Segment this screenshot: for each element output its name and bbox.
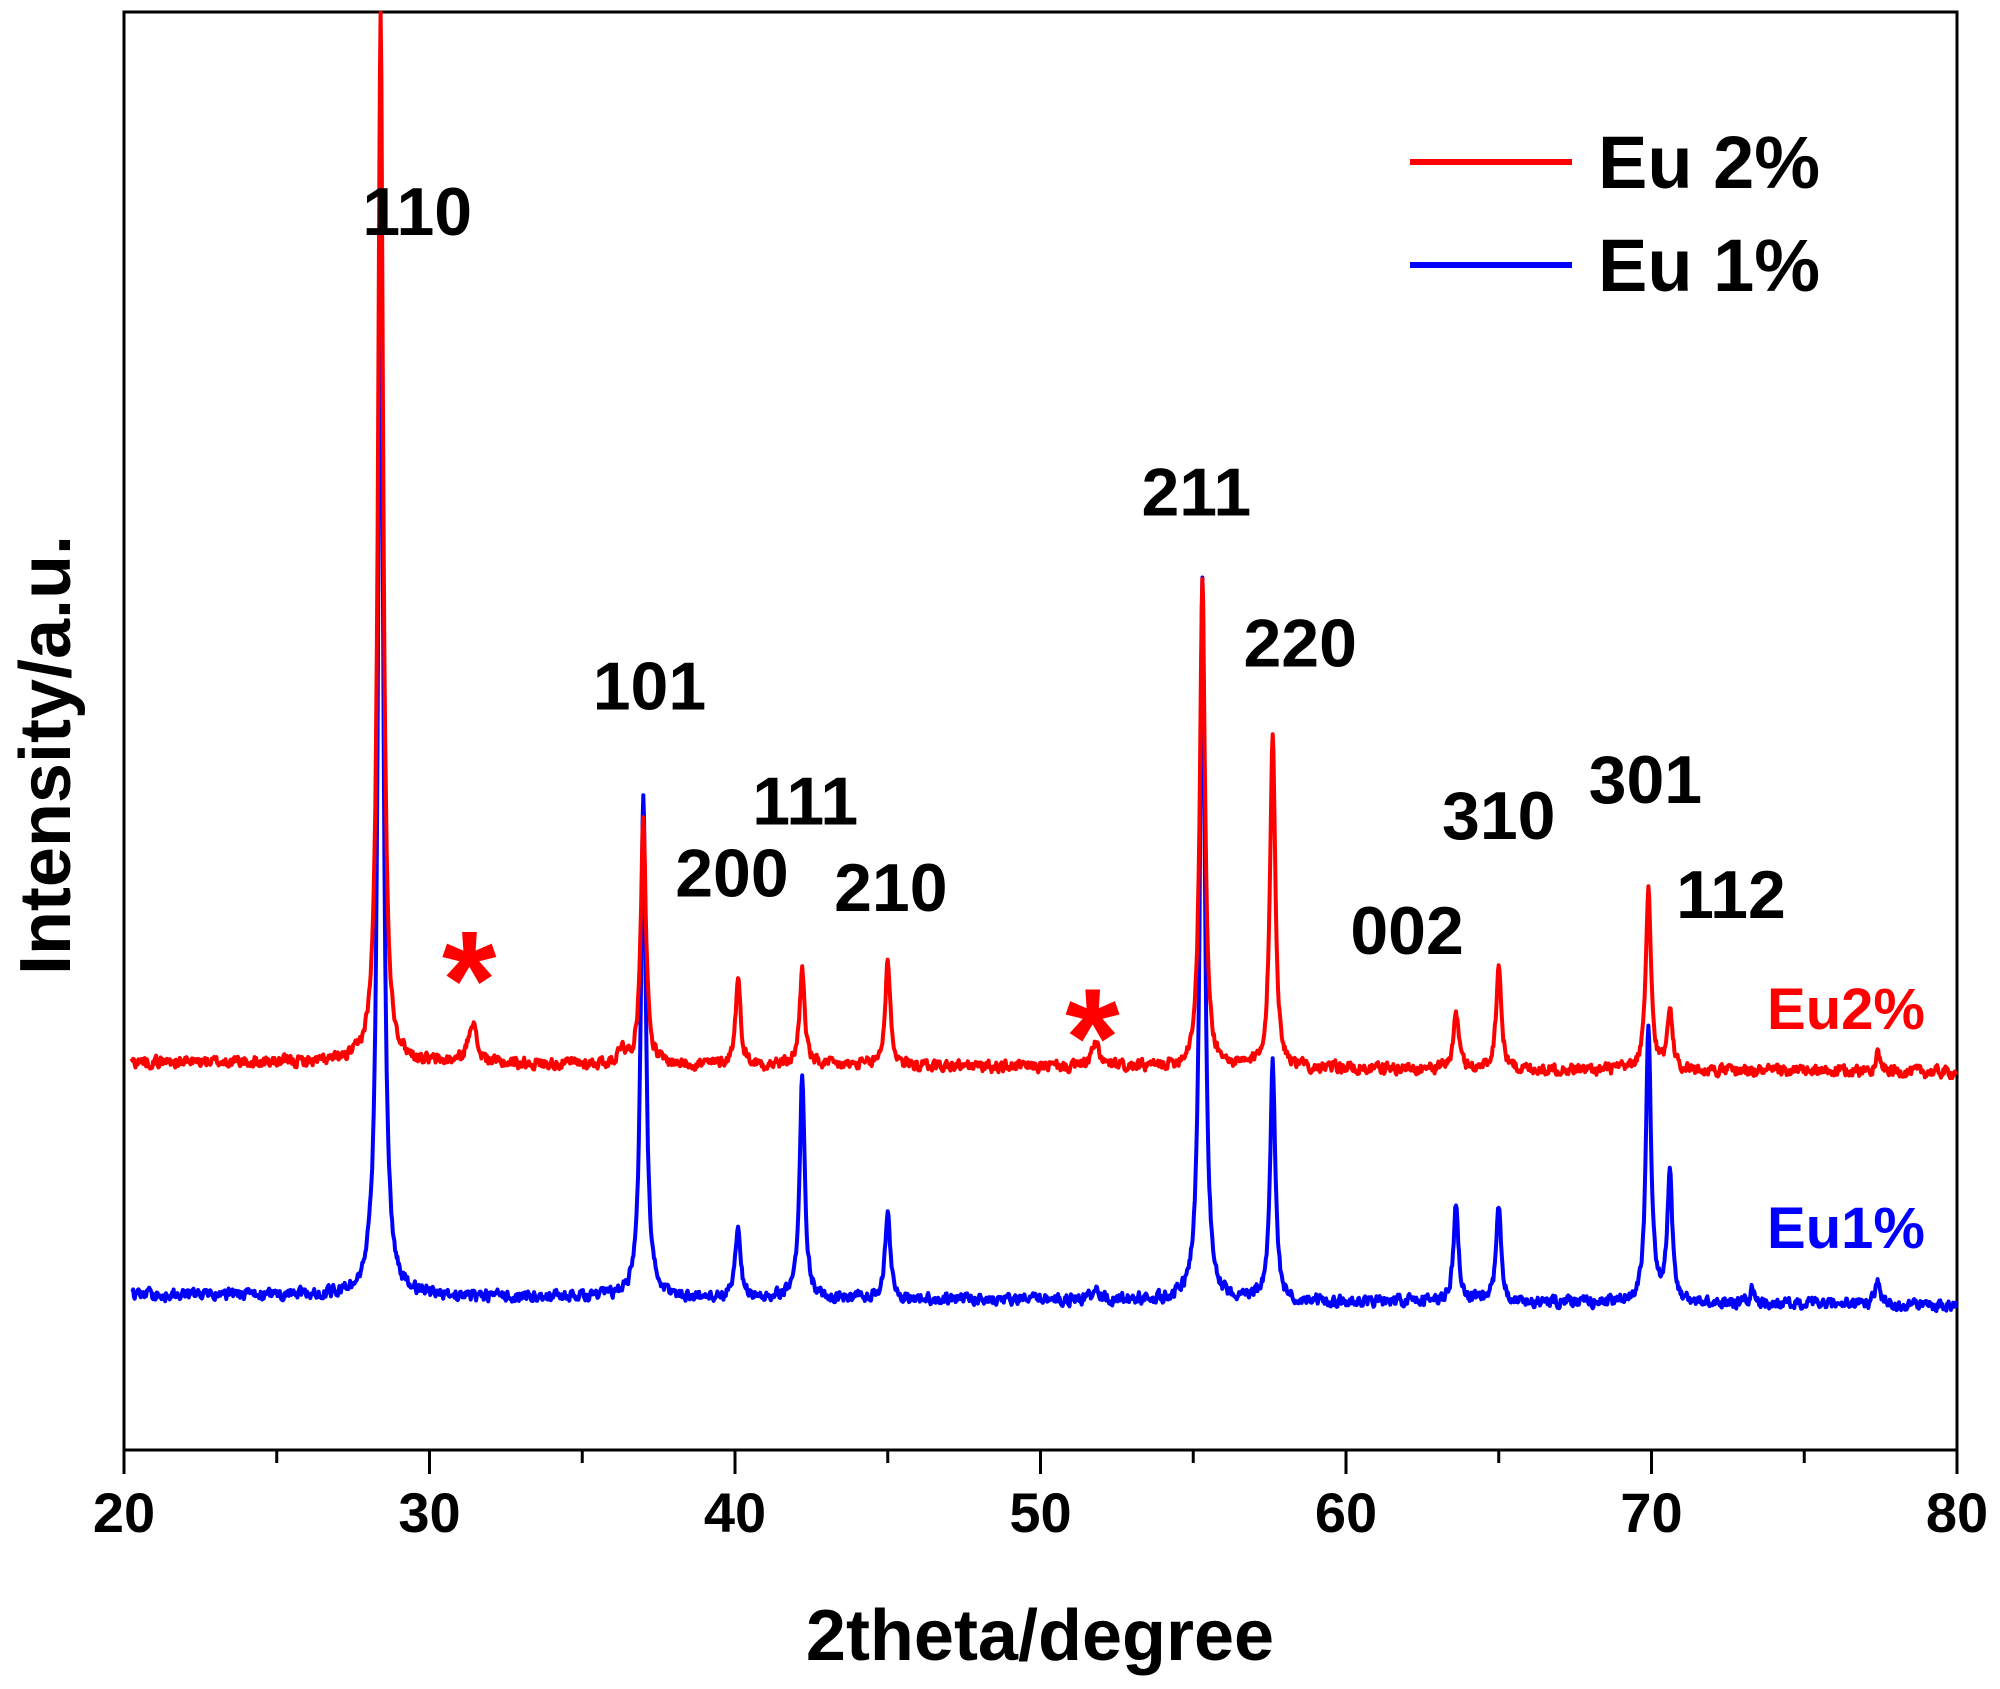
series-line-eu-1	[130, 174, 1959, 1313]
peak-label: 210	[834, 850, 947, 926]
x-tick-label: 70	[1620, 1481, 1682, 1544]
peak-label: 002	[1350, 893, 1463, 969]
legend-label-eu-1: Eu 1%	[1598, 224, 1820, 307]
peak-label: 301	[1589, 742, 1702, 818]
legend-label-eu-2: Eu 2%	[1598, 121, 1820, 204]
peak-label: 112	[1676, 857, 1786, 933]
series-end-label-eu-1: Eu1%	[1767, 1196, 1925, 1261]
series-line-eu-2	[129, 10, 1959, 1081]
peak-label: 101	[593, 648, 706, 724]
x-tick-label: 60	[1315, 1481, 1377, 1544]
x-tick-label: 20	[93, 1481, 155, 1544]
impurity-marker: *	[442, 901, 497, 1058]
peak-label: 111	[752, 763, 858, 839]
x-axis: 20 30 40 50 60 70 80	[93, 1450, 1988, 1544]
x-tick-label: 40	[704, 1481, 766, 1544]
x-tick-label: 30	[398, 1481, 460, 1544]
legend: Eu 2% Eu 1%	[1410, 121, 1820, 307]
series-end-label-eu-2: Eu2%	[1767, 977, 1925, 1042]
impurity-marker: *	[1065, 959, 1120, 1116]
series-layer: Eu1% Eu2%	[129, 10, 1959, 1313]
peak-label: 200	[675, 835, 788, 911]
peak-label: 220	[1243, 605, 1356, 681]
x-tick-label: 50	[1009, 1481, 1071, 1544]
peak-label: 211	[1141, 454, 1251, 530]
peak-label: 310	[1442, 778, 1555, 854]
x-axis-title: 2theta/degree	[806, 1596, 1274, 1676]
peak-label: 110	[362, 174, 472, 250]
x-tick-label: 80	[1926, 1481, 1988, 1544]
y-axis-title: Intensity/a.u.	[6, 535, 86, 975]
